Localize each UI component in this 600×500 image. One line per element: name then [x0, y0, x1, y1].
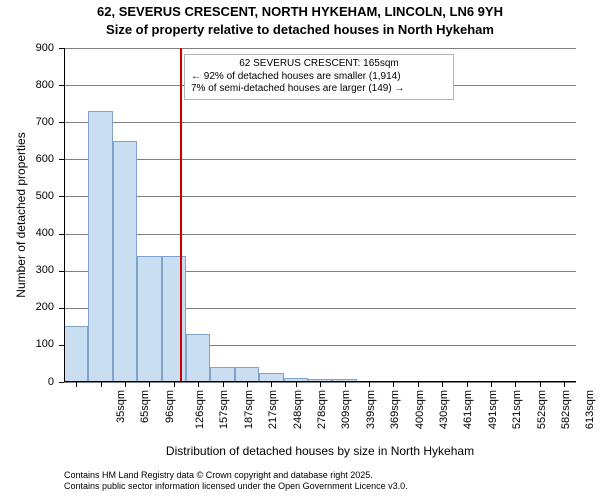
- footer-credits: Contains HM Land Registry data © Crown c…: [64, 470, 408, 493]
- annotation-box: 62 SEVERUS CRESCENT: 165sqm← 92% of deta…: [184, 54, 454, 100]
- annotation-line: ← 92% of detached houses are smaller (1,…: [191, 71, 447, 84]
- histogram-bar: [186, 334, 210, 382]
- x-tick-label: 339sqm: [365, 390, 377, 429]
- histogram-bar: [88, 111, 112, 382]
- x-tick-label: 521sqm: [511, 390, 523, 429]
- y-tick-mark: [59, 271, 64, 272]
- histogram-bar: [162, 256, 186, 382]
- y-tick-mark: [59, 345, 64, 346]
- chart-title-line1: 62, SEVERUS CRESCENT, NORTH HYKEHAM, LIN…: [0, 4, 600, 19]
- x-tick-label: 430sqm: [438, 390, 450, 429]
- x-tick-mark: [223, 382, 224, 387]
- x-tick-mark: [76, 382, 77, 387]
- x-tick-label: 369sqm: [389, 390, 401, 429]
- x-tick-label: 217sqm: [267, 390, 279, 429]
- x-tick-mark: [467, 382, 468, 387]
- chart-title-line2: Size of property relative to detached ho…: [0, 22, 600, 37]
- y-axis-line: [64, 48, 65, 382]
- x-tick-label: 400sqm: [414, 390, 426, 429]
- histogram-bar: [235, 367, 259, 382]
- x-tick-label: 65sqm: [139, 390, 151, 423]
- x-tick-mark: [296, 382, 297, 387]
- x-tick-mark: [198, 382, 199, 387]
- x-tick-mark: [515, 382, 516, 387]
- x-tick-mark: [345, 382, 346, 387]
- x-tick-mark: [271, 382, 272, 387]
- x-tick-label: 278sqm: [316, 390, 328, 429]
- x-tick-label: 461sqm: [462, 390, 474, 429]
- x-tick-label: 187sqm: [243, 390, 255, 429]
- x-tick-label: 613sqm: [584, 390, 596, 429]
- x-tick-label: 248sqm: [292, 390, 304, 429]
- x-tick-mark: [418, 382, 419, 387]
- x-tick-mark: [320, 382, 321, 387]
- y-tick-mark: [59, 196, 64, 197]
- histogram-bar: [210, 367, 234, 382]
- x-tick-mark: [125, 382, 126, 387]
- x-tick-label: 157sqm: [218, 390, 230, 429]
- x-tick-label: 35sqm: [115, 390, 127, 423]
- x-tick-mark: [564, 382, 565, 387]
- y-tick-mark: [59, 85, 64, 86]
- footer-line2: Contains public sector information licen…: [64, 481, 408, 492]
- y-tick-mark: [59, 48, 64, 49]
- property-marker-line: [180, 48, 182, 382]
- annotation-line: 62 SEVERUS CRESCENT: 165sqm: [191, 58, 447, 71]
- x-tick-mark: [101, 382, 102, 387]
- histogram-bar: [113, 141, 137, 382]
- x-tick-label: 582sqm: [560, 390, 572, 429]
- annotation-line: 7% of semi-detached houses are larger (1…: [191, 83, 447, 96]
- y-tick-mark: [59, 382, 64, 383]
- x-tick-mark: [393, 382, 394, 387]
- histogram-bar: [64, 326, 88, 382]
- y-tick-mark: [59, 234, 64, 235]
- x-tick-label: 96sqm: [164, 390, 176, 423]
- y-tick-mark: [59, 159, 64, 160]
- x-tick-mark: [174, 382, 175, 387]
- x-axis-label: Distribution of detached houses by size …: [64, 444, 576, 458]
- x-tick-mark: [247, 382, 248, 387]
- y-axis-label: Number of detached properties: [14, 48, 28, 382]
- y-tick-mark: [59, 308, 64, 309]
- x-tick-mark: [540, 382, 541, 387]
- x-tick-mark: [442, 382, 443, 387]
- histogram-bar: [137, 256, 161, 382]
- x-tick-mark: [149, 382, 150, 387]
- x-tick-mark: [491, 382, 492, 387]
- x-tick-label: 126sqm: [194, 390, 206, 429]
- footer-line1: Contains HM Land Registry data © Crown c…: [64, 470, 408, 481]
- x-tick-label: 309sqm: [340, 390, 352, 429]
- x-tick-label: 491sqm: [487, 390, 499, 429]
- chart-canvas: 62, SEVERUS CRESCENT, NORTH HYKEHAM, LIN…: [0, 0, 600, 500]
- y-tick-mark: [59, 122, 64, 123]
- x-tick-mark: [369, 382, 370, 387]
- x-tick-label: 552sqm: [536, 390, 548, 429]
- plot-area: 62 SEVERUS CRESCENT: 165sqm← 92% of deta…: [64, 48, 576, 382]
